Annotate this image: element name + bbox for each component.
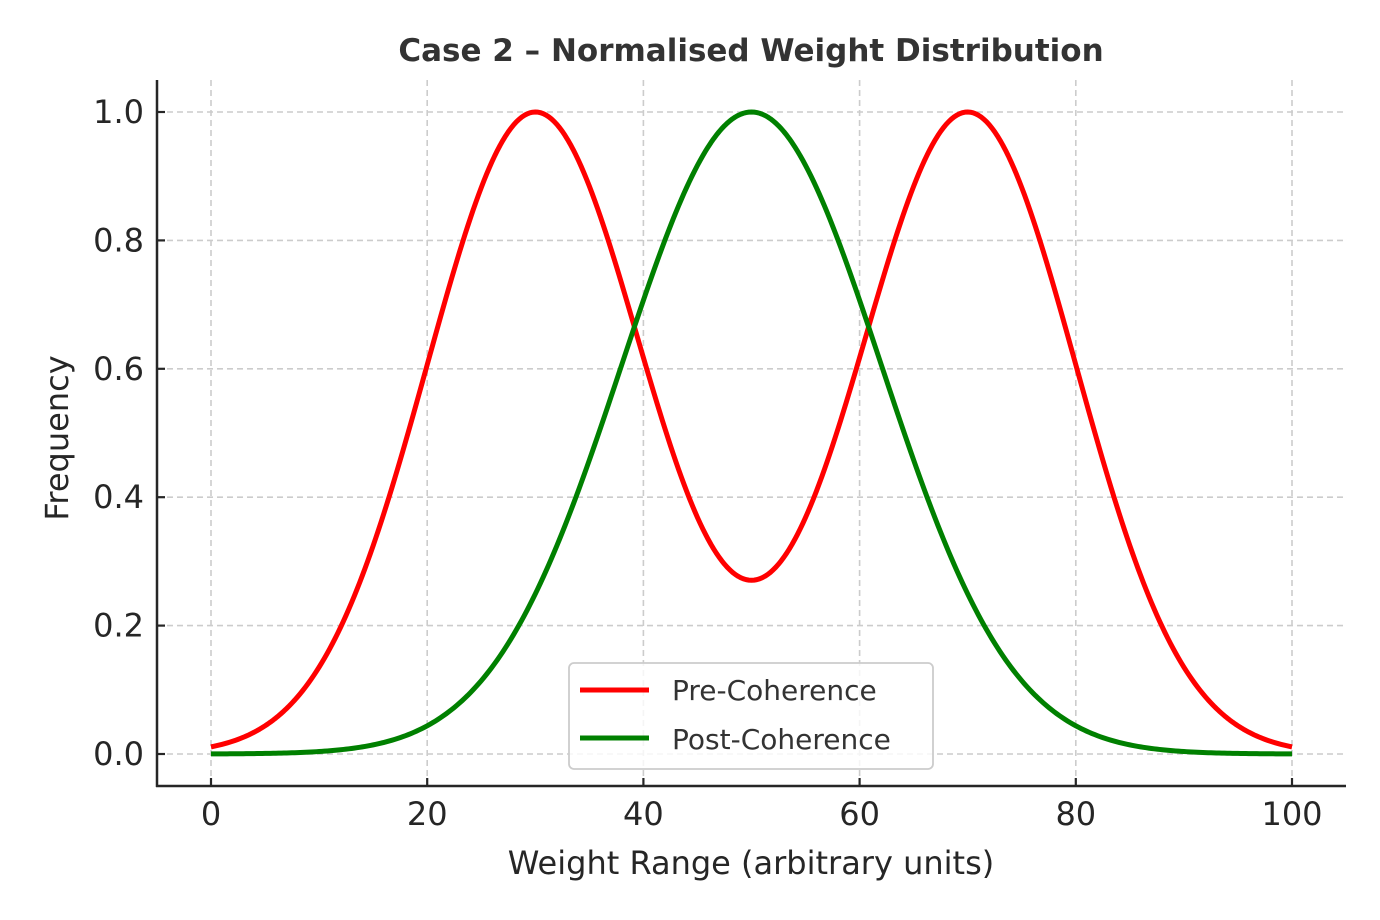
y-tick-label: 0.4 [93, 478, 144, 516]
x-tick-label: 80 [1055, 795, 1096, 833]
legend-label-pre-coherence: Pre-Coherence [672, 674, 877, 707]
x-tick-label: 100 [1261, 795, 1322, 833]
legend-box [568, 662, 934, 770]
x-tick-label: 0 [201, 795, 221, 833]
y-tick-label: 0.8 [93, 221, 144, 259]
legend: Pre-Coherence Post-Coherence [568, 662, 934, 770]
legend-label-post-coherence: Post-Coherence [672, 723, 891, 756]
y-axis-label: Frequency [38, 355, 76, 520]
x-tick-label: 20 [407, 795, 448, 833]
x-tick-label: 40 [623, 795, 664, 833]
series-line-post-coherence [210, 109, 1293, 757]
series-line-pre-coherence [210, 109, 1293, 750]
x-axis-label: Weight Range (arbitrary units) [508, 844, 994, 882]
y-tick-label: 1.0 [93, 93, 144, 131]
y-tick-label: 0.6 [93, 350, 144, 388]
y-tick-label: 0.0 [93, 735, 144, 773]
axis-ticks: 0 20 40 60 80 100 0.0 0.2 0.4 0.6 0.8 1.0 [93, 93, 1322, 833]
chart-title: Case 2 – Normalised Weight Distribution [398, 33, 1103, 69]
y-tick-label: 0.2 [93, 607, 144, 645]
x-tick-label: 60 [839, 795, 880, 833]
series-lines [210, 109, 1293, 757]
